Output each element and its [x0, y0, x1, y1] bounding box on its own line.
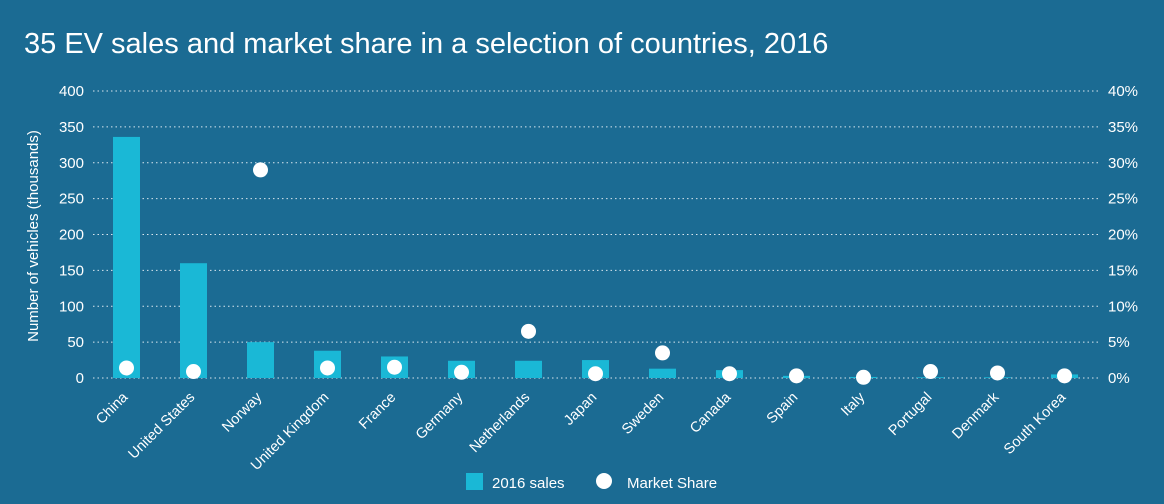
y-axis-left-ticks: 0 50 100 150 200 250 300 350 400 [59, 83, 84, 387]
legend-label-share: Market Share [627, 475, 717, 492]
point-united-states [186, 364, 201, 380]
category-label: China [93, 389, 132, 428]
y-tick-right: 25% [1108, 191, 1138, 208]
category-label: Japan [561, 390, 600, 429]
point-china [119, 360, 134, 376]
y-tick-left: 400 [59, 83, 84, 100]
legend: 2016 sales Market Share [466, 473, 717, 492]
category-label: South Korea [1001, 389, 1070, 458]
bar-china [113, 136, 140, 378]
y-tick-left: 350 [59, 119, 84, 136]
point-spain [789, 368, 804, 384]
y-tick-right: 5% [1108, 334, 1130, 351]
legend-swatch-share [596, 473, 612, 489]
y-tick-left: 100 [59, 298, 84, 315]
y-tick-right: 0% [1108, 370, 1130, 387]
y-tick-left: 250 [59, 191, 84, 208]
point-denmark [990, 365, 1005, 381]
bar-norway [247, 342, 274, 378]
category-label: Germany [413, 389, 467, 443]
y-tick-left: 150 [59, 262, 84, 279]
category-label: Spain [764, 390, 802, 428]
point-italy [856, 369, 871, 385]
bar-united-states [180, 263, 207, 378]
category-label: France [356, 390, 399, 433]
category-label: Sweden [619, 390, 667, 438]
point-norway [253, 162, 268, 178]
point-portugal [923, 364, 938, 380]
y-axis-label: Number of vehicles (thousands) [25, 130, 42, 342]
category-label: United States [125, 390, 198, 463]
y-tick-right: 35% [1108, 119, 1138, 136]
y-tick-right: 30% [1108, 155, 1138, 172]
y-tick-left: 0 [76, 370, 84, 387]
category-label: Portugal [886, 390, 936, 440]
y-tick-right: 15% [1108, 262, 1138, 279]
y-tick-left: 200 [59, 227, 84, 244]
point-japan [588, 366, 603, 382]
point-canada [722, 366, 737, 382]
y-tick-left: 50 [67, 334, 84, 351]
category-label: Norway [219, 389, 266, 436]
gridlines [93, 90, 1098, 379]
y-axis-right-ticks: 0% 5% 10% 15% 20% 25% 30% 35% 40% [1108, 83, 1138, 387]
bar-sweden [649, 368, 676, 378]
legend-swatch-sales [466, 473, 483, 490]
y-tick-left: 300 [59, 155, 84, 172]
point-south-korea [1057, 368, 1072, 384]
category-label: Italy [838, 389, 869, 420]
category-label: Denmark [949, 389, 1002, 442]
market-share-points [119, 162, 1072, 385]
point-sweden [655, 345, 670, 361]
point-france [387, 359, 402, 375]
point-netherlands [521, 323, 536, 339]
point-united-kingdom [320, 360, 335, 376]
y-tick-right: 40% [1108, 83, 1138, 100]
legend-label-sales: 2016 sales [492, 475, 565, 492]
category-label: Netherlands [467, 390, 534, 457]
category-label: Canada [687, 389, 735, 437]
y-tick-right: 10% [1108, 298, 1138, 315]
point-germany [454, 364, 469, 380]
bar-netherlands [515, 360, 542, 378]
y-tick-right: 20% [1108, 227, 1138, 244]
chart-title: 35 EV sales and market share in a select… [24, 28, 828, 60]
